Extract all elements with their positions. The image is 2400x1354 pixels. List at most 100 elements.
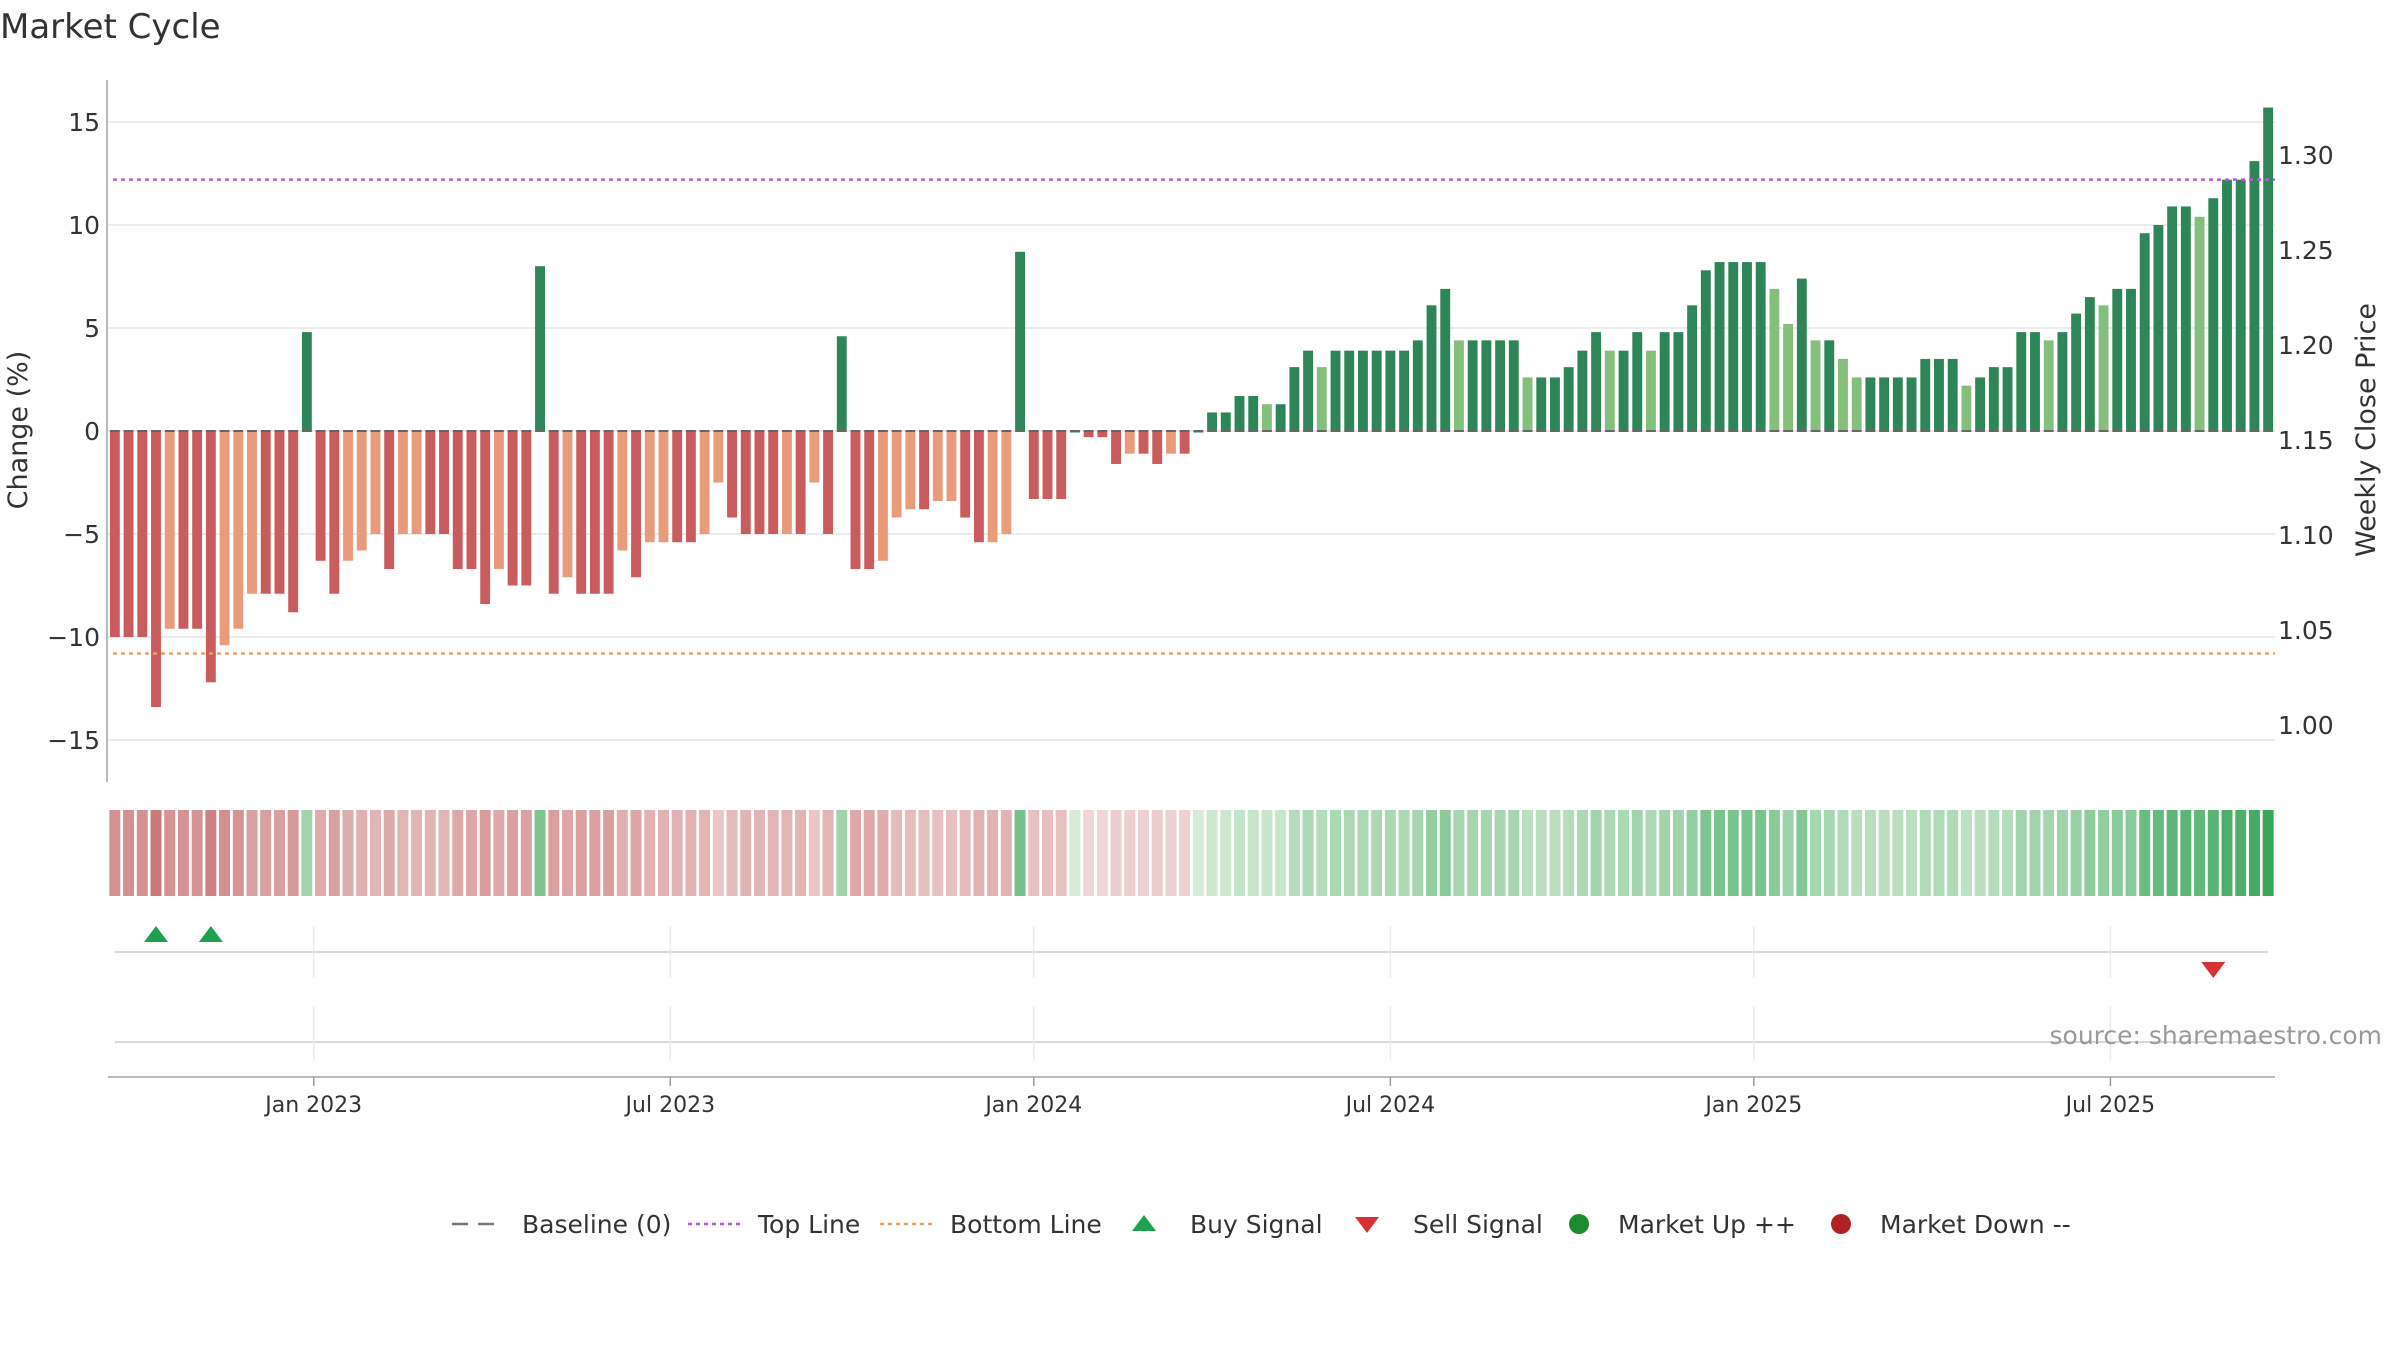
bar xyxy=(1371,350,1382,431)
heat-cell xyxy=(136,810,148,896)
bar xyxy=(1207,412,1218,431)
heat-cell xyxy=(2221,810,2233,896)
heat-cell xyxy=(1618,810,1630,896)
bars-layer xyxy=(109,107,2274,708)
bar xyxy=(823,431,833,534)
heat-cell xyxy=(726,810,738,896)
bar xyxy=(151,431,161,708)
bar xyxy=(562,431,573,578)
bar xyxy=(672,431,683,543)
bar xyxy=(631,431,641,578)
bar xyxy=(1906,377,1917,431)
heat-cell xyxy=(2166,810,2178,896)
heat-cell xyxy=(2125,810,2137,896)
heat-cell xyxy=(493,810,505,896)
bar xyxy=(1344,350,1355,431)
bar xyxy=(219,431,230,646)
heat-cell xyxy=(1165,810,1177,896)
bar xyxy=(1851,377,1862,431)
bar xyxy=(1316,367,1327,431)
bar xyxy=(919,431,929,510)
heat-cell xyxy=(2139,810,2151,896)
bar xyxy=(850,431,861,570)
heat-cell xyxy=(1755,810,1767,896)
heat-cell xyxy=(1234,810,1245,896)
bar xyxy=(1220,412,1231,431)
heat-cell xyxy=(1768,810,1780,896)
bar xyxy=(1659,332,1670,431)
legend-triangle-down-icon xyxy=(1355,1217,1379,1233)
heat-cell xyxy=(1247,810,1259,896)
bar xyxy=(2167,206,2178,431)
source-text: source: sharemaestro.com xyxy=(2050,1021,2383,1050)
bar xyxy=(1385,350,1396,431)
heat-cell xyxy=(1055,810,1067,896)
bar xyxy=(905,431,916,510)
bar xyxy=(932,431,943,502)
bar xyxy=(205,431,216,683)
bar xyxy=(1700,270,1711,431)
buy-signal-marker xyxy=(144,926,169,942)
heat-cell xyxy=(205,810,217,896)
y2-axis-label: Weekly Close Price xyxy=(2351,303,2382,557)
heat-cell xyxy=(2248,810,2260,896)
heat-cell xyxy=(1480,810,1492,896)
y-tick-label: −10 xyxy=(47,623,100,652)
bar xyxy=(2249,161,2260,431)
heat-cell xyxy=(356,810,368,896)
bar xyxy=(2016,332,2027,431)
bar xyxy=(2043,340,2054,431)
bar xyxy=(397,431,408,534)
heat-cell xyxy=(1124,810,1136,896)
bar xyxy=(973,431,984,543)
heat-cell xyxy=(575,810,587,896)
heat-cell xyxy=(1467,810,1479,896)
bar xyxy=(233,431,244,629)
heat-cell xyxy=(1851,810,1863,896)
bar xyxy=(836,336,847,431)
heat-cell xyxy=(1426,810,1438,896)
heat-cell xyxy=(1810,810,1822,896)
heat-cell xyxy=(1686,810,1698,896)
bar xyxy=(548,431,559,594)
heat-cell xyxy=(1933,810,1945,896)
heat-cell xyxy=(1631,810,1643,896)
bar xyxy=(809,431,820,483)
bar xyxy=(1934,358,1944,431)
heat-cell xyxy=(548,810,560,896)
bar xyxy=(2222,179,2232,431)
heat-cell xyxy=(1823,810,1835,896)
bar xyxy=(1015,251,1025,431)
heat-cell xyxy=(150,810,162,896)
heat-cell xyxy=(959,810,971,896)
y2-tick-label: 1.05 xyxy=(2278,616,2334,645)
bar xyxy=(617,431,628,551)
heat-cell xyxy=(561,810,573,896)
bar xyxy=(411,431,422,534)
bar xyxy=(1124,431,1135,454)
heat-cell xyxy=(1275,810,1287,896)
bar xyxy=(1536,377,1547,431)
heat-cell xyxy=(1522,810,1534,896)
heat-cell xyxy=(219,810,231,896)
x-tick-label: Jan 2024 xyxy=(983,1093,1082,1118)
bar xyxy=(343,431,353,561)
bar xyxy=(1563,367,1574,431)
heat-cell xyxy=(1000,810,1012,896)
legend-item: Top Line xyxy=(688,1210,860,1239)
bar xyxy=(576,431,587,594)
bar xyxy=(1097,431,1108,438)
heat-cell xyxy=(520,810,532,896)
heat-cell xyxy=(1906,810,1918,896)
legend-item: Market Up ++ xyxy=(1569,1210,1796,1239)
heat-cell xyxy=(1974,810,1986,896)
x-axis: Jan 2023 Jul 2023 Jan 2024 Jul 2024 Jan 2025… xyxy=(108,1076,2275,1118)
heat-cell xyxy=(973,810,985,896)
bar xyxy=(877,431,888,561)
heat-cell xyxy=(904,810,916,896)
x-tick-label: Jul 2024 xyxy=(1344,1093,1436,1118)
y2-tick-label: 1.10 xyxy=(2278,521,2334,550)
heat-cell xyxy=(109,810,121,896)
chart-title: Market Cycle xyxy=(0,7,221,47)
bar xyxy=(1289,367,1300,431)
